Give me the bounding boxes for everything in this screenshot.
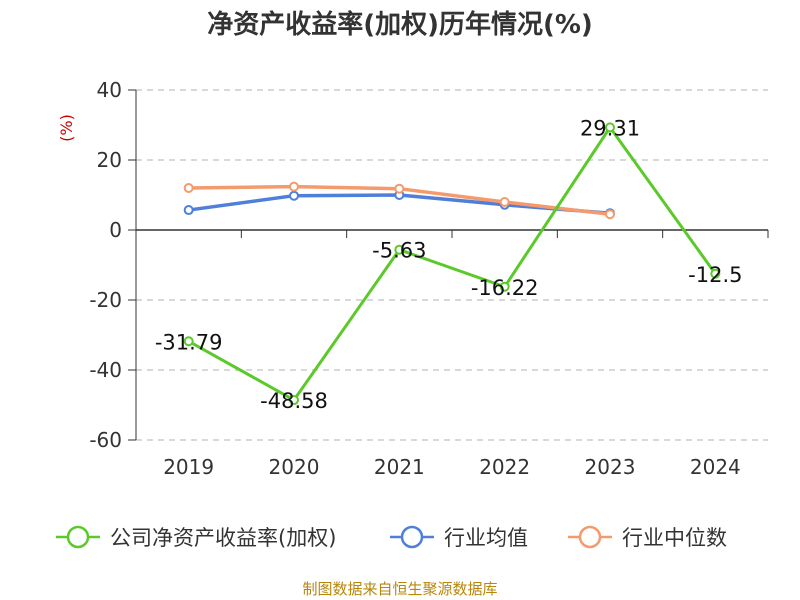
data-label: -12.5 [688,263,742,287]
legend-label: 行业中位数 [622,526,727,550]
data-label: -31.79 [155,330,223,354]
legend-label: 行业均值 [444,526,528,550]
data-point [499,197,510,207]
data-point [710,268,721,279]
y-axis-unit: (%) [57,114,76,142]
chart-title: 净资产收益率(加权)历年情况(%) [207,10,593,40]
grid-layer [136,89,768,441]
legend: 公司净资产收益率(加权) 行业均值 行业中位数 [56,525,727,550]
series-layer [183,122,721,406]
y-tick-label: 0 [109,218,122,242]
x-tick-label: 2021 [374,455,425,479]
x-tick-label: 2020 [269,455,320,479]
data-label: -48.58 [260,389,328,413]
y-tick-label: -60 [89,428,122,452]
legend-marker [66,525,90,549]
data-point [289,181,299,192]
data-point [394,244,405,255]
source-note: 制图数据来自恒生聚源数据库 [302,580,498,598]
data-point [183,183,194,193]
axis-layer: 40 20 0 -20 -40 -60 (%) 2019 2020 2021 2022 2023 202… [57,78,769,479]
data-point [183,205,194,216]
data-label: 29.31 [580,116,640,140]
legend-marker [578,525,602,549]
data-point [605,122,615,133]
x-tick-label: 2019 [163,455,214,479]
series-line [187,125,717,402]
x-tick-label: 2023 [585,455,636,479]
x-tick-label: 2024 [690,455,741,479]
y-tick-label: -40 [89,358,122,382]
data-label: -16.22 [471,276,539,300]
label-layer: -31.79 -48.58 -5.63 -16.22 29.31 -12.5 [155,116,743,413]
data-point [183,336,194,347]
data-point [289,395,299,406]
legend-label: 公司净资产收益率(加权) [110,526,336,550]
data-point [394,183,405,194]
y-tick-label: 40 [97,78,122,102]
data-point [499,281,510,292]
data-point [605,209,615,220]
data-point [289,190,299,201]
legend-marker [400,525,424,549]
y-tick-label: 20 [97,148,122,172]
data-label: -5.63 [372,239,426,263]
x-tick-label: 2022 [479,455,530,479]
y-tick-label: -20 [89,288,122,312]
